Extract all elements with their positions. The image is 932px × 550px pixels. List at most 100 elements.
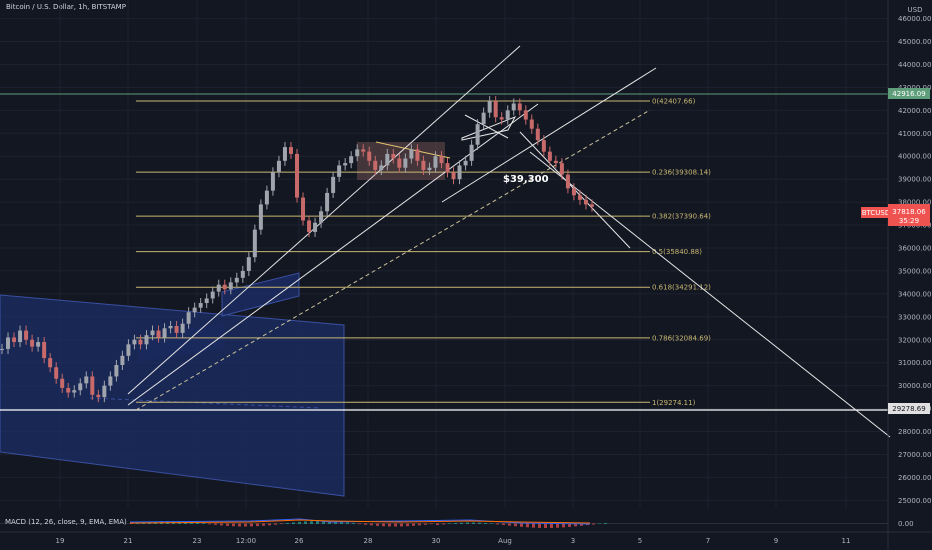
candle	[511, 103, 516, 111]
candle	[565, 174, 570, 189]
macd-bar	[568, 523, 571, 527]
macd-bar	[226, 523, 229, 526]
trend-line-2	[441, 67, 657, 203]
y-tick-label: 44000.00	[898, 61, 931, 69]
candle	[168, 325, 173, 329]
annotation-39300: $39,300	[503, 174, 549, 185]
candle	[439, 156, 444, 164]
macd-bar	[478, 522, 481, 524]
y-tick-label: 26000.00	[898, 474, 931, 482]
candle	[198, 303, 203, 308]
x-tick-label: 23	[193, 537, 202, 545]
macd-bar	[562, 523, 565, 528]
x-tick-label: 7	[706, 537, 710, 545]
macd-bar	[286, 522, 289, 524]
macd-bar	[208, 523, 211, 525]
candle	[234, 277, 239, 283]
candle	[307, 220, 312, 232]
y-tick-label: 46000.00	[898, 15, 931, 23]
macd-bar	[250, 523, 253, 527]
candle	[583, 199, 588, 205]
candle	[559, 163, 564, 175]
macd-bar	[448, 523, 451, 524]
candle	[577, 195, 582, 200]
y-tick-label: 40000.00	[898, 153, 931, 161]
candle	[475, 124, 480, 145]
badge-countdown: 35:29	[899, 217, 919, 225]
candle	[216, 284, 221, 292]
candle	[96, 394, 101, 398]
macd-bar	[496, 523, 499, 525]
channel-mini	[138, 322, 225, 362]
macd-bar	[430, 523, 433, 525]
candle	[451, 172, 456, 180]
macd-bar	[418, 523, 421, 526]
candle	[60, 378, 65, 388]
macd-bar	[370, 523, 373, 526]
candle	[590, 204, 594, 207]
candle	[553, 160, 558, 164]
macd-bar	[376, 523, 379, 526]
candle	[240, 270, 245, 278]
macd-bar	[190, 522, 193, 524]
macd-bar	[352, 523, 355, 524]
candle	[132, 339, 137, 345]
badge-price-value: 37818.06	[892, 208, 926, 216]
fib-label-0.618: 0.618(34291.12)	[652, 284, 711, 292]
x-tick-label: 21	[124, 537, 133, 545]
macd-bar	[514, 523, 517, 527]
candle	[276, 160, 281, 173]
macd-bar	[442, 523, 445, 525]
macd-bar	[310, 521, 313, 524]
y-tick-label: 43000.00	[898, 84, 931, 92]
badge-support-value: 29278.69	[892, 405, 925, 413]
candle	[319, 211, 324, 223]
y-tick-label: 36000.00	[898, 244, 931, 252]
candle	[415, 149, 420, 161]
macd-bar	[556, 523, 559, 528]
macd-bar	[490, 523, 493, 524]
fib-label-1: 1(29274.11)	[652, 399, 696, 407]
candle	[24, 330, 29, 340]
candle	[469, 144, 474, 161]
channel-large	[0, 294, 345, 497]
candle	[367, 151, 372, 161]
candle	[288, 147, 293, 154]
macd-bar	[232, 523, 235, 527]
candle	[156, 330, 161, 338]
channel-mid	[89, 397, 321, 409]
badge-resistance-value: 42916.09	[892, 90, 925, 98]
macd-bar	[280, 523, 283, 525]
badge-support	[888, 403, 930, 414]
macd-bar	[334, 521, 337, 524]
macd-bar	[238, 523, 241, 527]
x-tick-label: 5	[638, 537, 642, 545]
candle	[541, 140, 546, 152]
x-tick-label: Aug	[498, 537, 512, 545]
badge-symbol	[861, 207, 891, 218]
triangle-upper	[464, 114, 509, 139]
channel-small	[221, 272, 300, 317]
y-tick-label: 39000.00	[898, 176, 931, 184]
candle	[54, 367, 59, 379]
x-tick-label: 19	[56, 537, 65, 545]
candle	[90, 376, 95, 395]
candle	[228, 282, 233, 290]
candle	[204, 298, 209, 304]
candle	[78, 383, 83, 391]
y-tick-label: 32000.00	[898, 336, 931, 344]
macd-bar	[340, 521, 343, 524]
macd-bar	[358, 523, 361, 525]
candle	[120, 355, 125, 365]
candle	[174, 325, 179, 333]
candle	[373, 160, 378, 170]
macd-bar	[592, 523, 595, 525]
candle	[246, 257, 251, 271]
macd-bar	[532, 523, 535, 528]
candle	[72, 390, 77, 393]
badge-resistance	[888, 88, 930, 99]
candle	[499, 117, 504, 120]
candle	[6, 337, 11, 349]
